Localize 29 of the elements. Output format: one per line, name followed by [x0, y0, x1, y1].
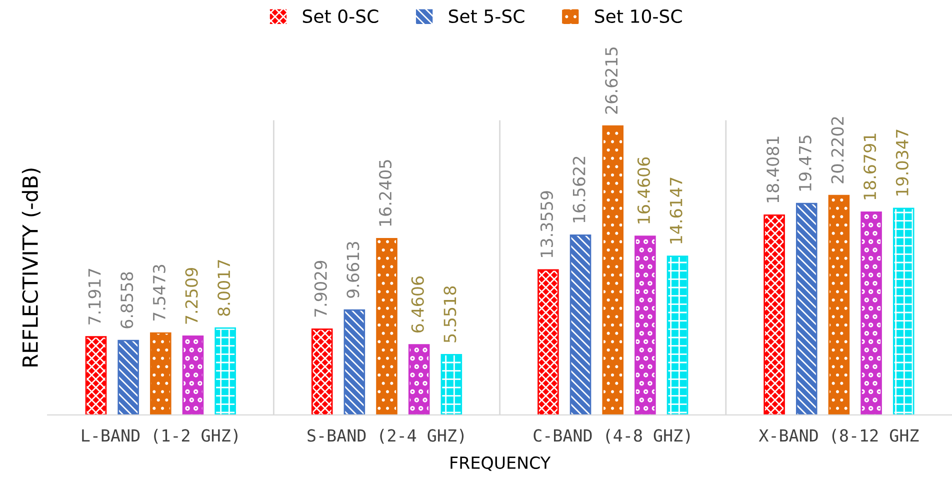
x-tick-label: X-BAND (8-12 GHZ — [758, 428, 919, 444]
data-label: 8.0017 — [218, 260, 230, 316]
data-label: 5.5518 — [444, 286, 456, 342]
x-axis-title: FREQUENCY — [450, 456, 551, 471]
legend-label: Set 5-SC — [448, 9, 524, 24]
data-label: 18.4081 — [766, 136, 780, 202]
data-label: 19.475 — [798, 136, 812, 191]
data-label: 9.6613 — [346, 242, 360, 298]
x-tick-label: L-BAND (1-2 GHZ) — [82, 428, 238, 444]
data-label: 16.5622 — [572, 156, 586, 222]
data-label: 13.3559 — [540, 191, 554, 258]
data-label: 16.4606 — [637, 157, 650, 224]
data-label: 7.1917 — [88, 268, 101, 324]
data-label: 14.6147 — [670, 178, 682, 244]
data-label: 20.2202 — [831, 117, 844, 184]
data-label: 26.6215 — [605, 47, 618, 114]
x-tick-label: S-BAND (2-4 GHZ) — [308, 428, 464, 444]
legend-label: Set 10-SC — [595, 9, 682, 24]
x-tick-label: C-BAND (4-8 GHZ) — [534, 428, 690, 444]
data-label: 19.0347 — [896, 130, 908, 196]
data-label: 6.8558 — [120, 272, 134, 328]
data-label: 7.2509 — [185, 268, 198, 324]
y-axis-title: REFLECTIVITY (-dB) — [22, 168, 40, 366]
data-label: 7.9029 — [314, 260, 327, 317]
data-label: 16.2405 — [378, 160, 392, 226]
legend-label: Set 0-SC — [302, 9, 378, 24]
data-label: 7.5473 — [152, 264, 166, 321]
data-label: 6.4606 — [411, 276, 424, 333]
data-label: 18.6791 — [864, 134, 876, 200]
